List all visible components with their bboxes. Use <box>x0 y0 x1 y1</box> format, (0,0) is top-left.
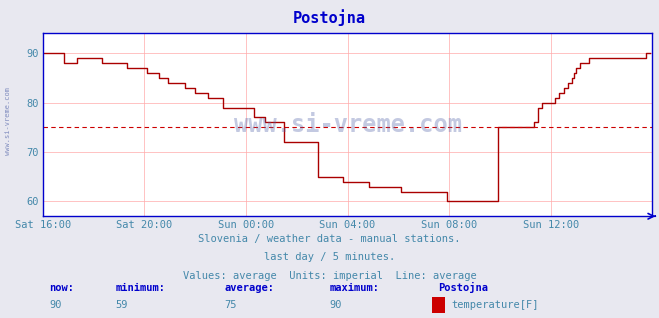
Text: temperature[F]: temperature[F] <box>451 301 539 310</box>
Text: last day / 5 minutes.: last day / 5 minutes. <box>264 252 395 262</box>
Text: Slovenia / weather data - manual stations.: Slovenia / weather data - manual station… <box>198 234 461 244</box>
Text: maximum:: maximum: <box>330 283 380 293</box>
Text: www.si-vreme.com: www.si-vreme.com <box>5 87 11 155</box>
Text: Postojna: Postojna <box>293 10 366 26</box>
Text: Postojna: Postojna <box>438 282 488 293</box>
Text: Values: average  Units: imperial  Line: average: Values: average Units: imperial Line: av… <box>183 271 476 280</box>
Text: average:: average: <box>224 283 274 293</box>
Text: now:: now: <box>49 283 74 293</box>
Text: 75: 75 <box>224 301 237 310</box>
Text: 59: 59 <box>115 301 128 310</box>
Text: 90: 90 <box>49 301 62 310</box>
Text: minimum:: minimum: <box>115 283 165 293</box>
Text: www.si-vreme.com: www.si-vreme.com <box>234 113 461 137</box>
Text: 90: 90 <box>330 301 342 310</box>
